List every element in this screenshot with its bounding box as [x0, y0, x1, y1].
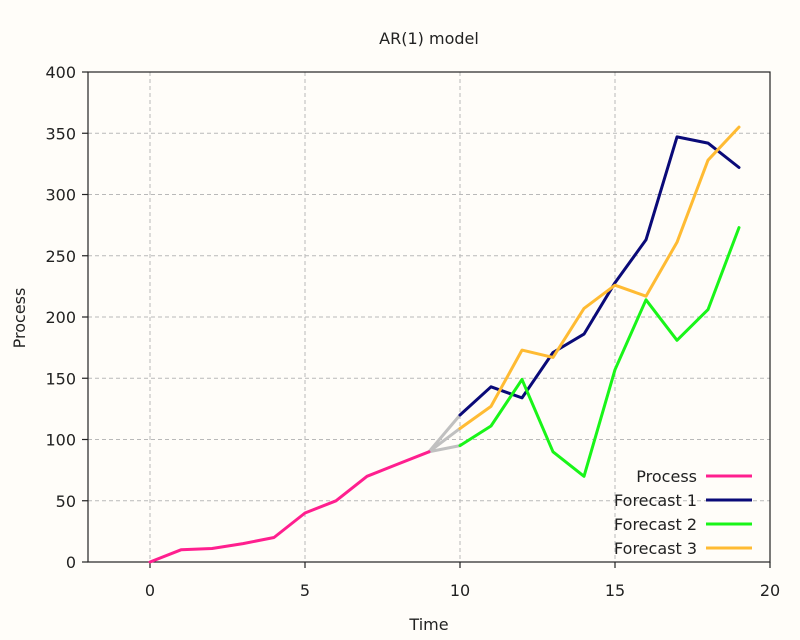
- series-line-forecast-2: [458, 226, 741, 478]
- legend-label-forecast-2: Forecast 2: [614, 515, 697, 534]
- x-tick-label: 20: [760, 581, 780, 600]
- x-tick-label: 10: [450, 581, 470, 600]
- y-tick-label: 400: [45, 63, 76, 82]
- series-line-process: [148, 450, 431, 564]
- y-axis-label: Process: [10, 288, 29, 349]
- y-tick-label: 200: [45, 308, 76, 327]
- y-tick-label: 350: [45, 124, 76, 143]
- y-tick-label: 300: [45, 186, 76, 205]
- legend-label-forecast-1: Forecast 1: [614, 491, 697, 510]
- connector-line: [427, 426, 462, 454]
- series-line-forecast-1: [458, 135, 741, 417]
- y-tick-label: 100: [45, 431, 76, 450]
- x-tick-label: 0: [145, 581, 155, 600]
- y-tick-label: 250: [45, 247, 76, 266]
- legend-label-forecast-3: Forecast 3: [614, 539, 697, 558]
- series-line-forecast-3: [458, 125, 741, 430]
- legend: Process Forecast 1 Forecast 2 Forecast 3: [614, 467, 752, 558]
- grid-layer: [88, 72, 770, 562]
- connector-line: [427, 444, 462, 454]
- y-tick-label: 0: [66, 553, 76, 572]
- y-tick-label: 50: [56, 492, 76, 511]
- series-layer: [148, 125, 741, 564]
- connector-line: [427, 413, 462, 454]
- x-axis-label: Time: [408, 615, 448, 634]
- x-tick-label: 15: [605, 581, 625, 600]
- x-tick-label: 5: [300, 581, 310, 600]
- legend-label-process: Process: [636, 467, 697, 486]
- chart-title: AR(1) model: [379, 29, 479, 48]
- y-tick-label: 150: [45, 369, 76, 388]
- plot-frame: [87, 71, 771, 563]
